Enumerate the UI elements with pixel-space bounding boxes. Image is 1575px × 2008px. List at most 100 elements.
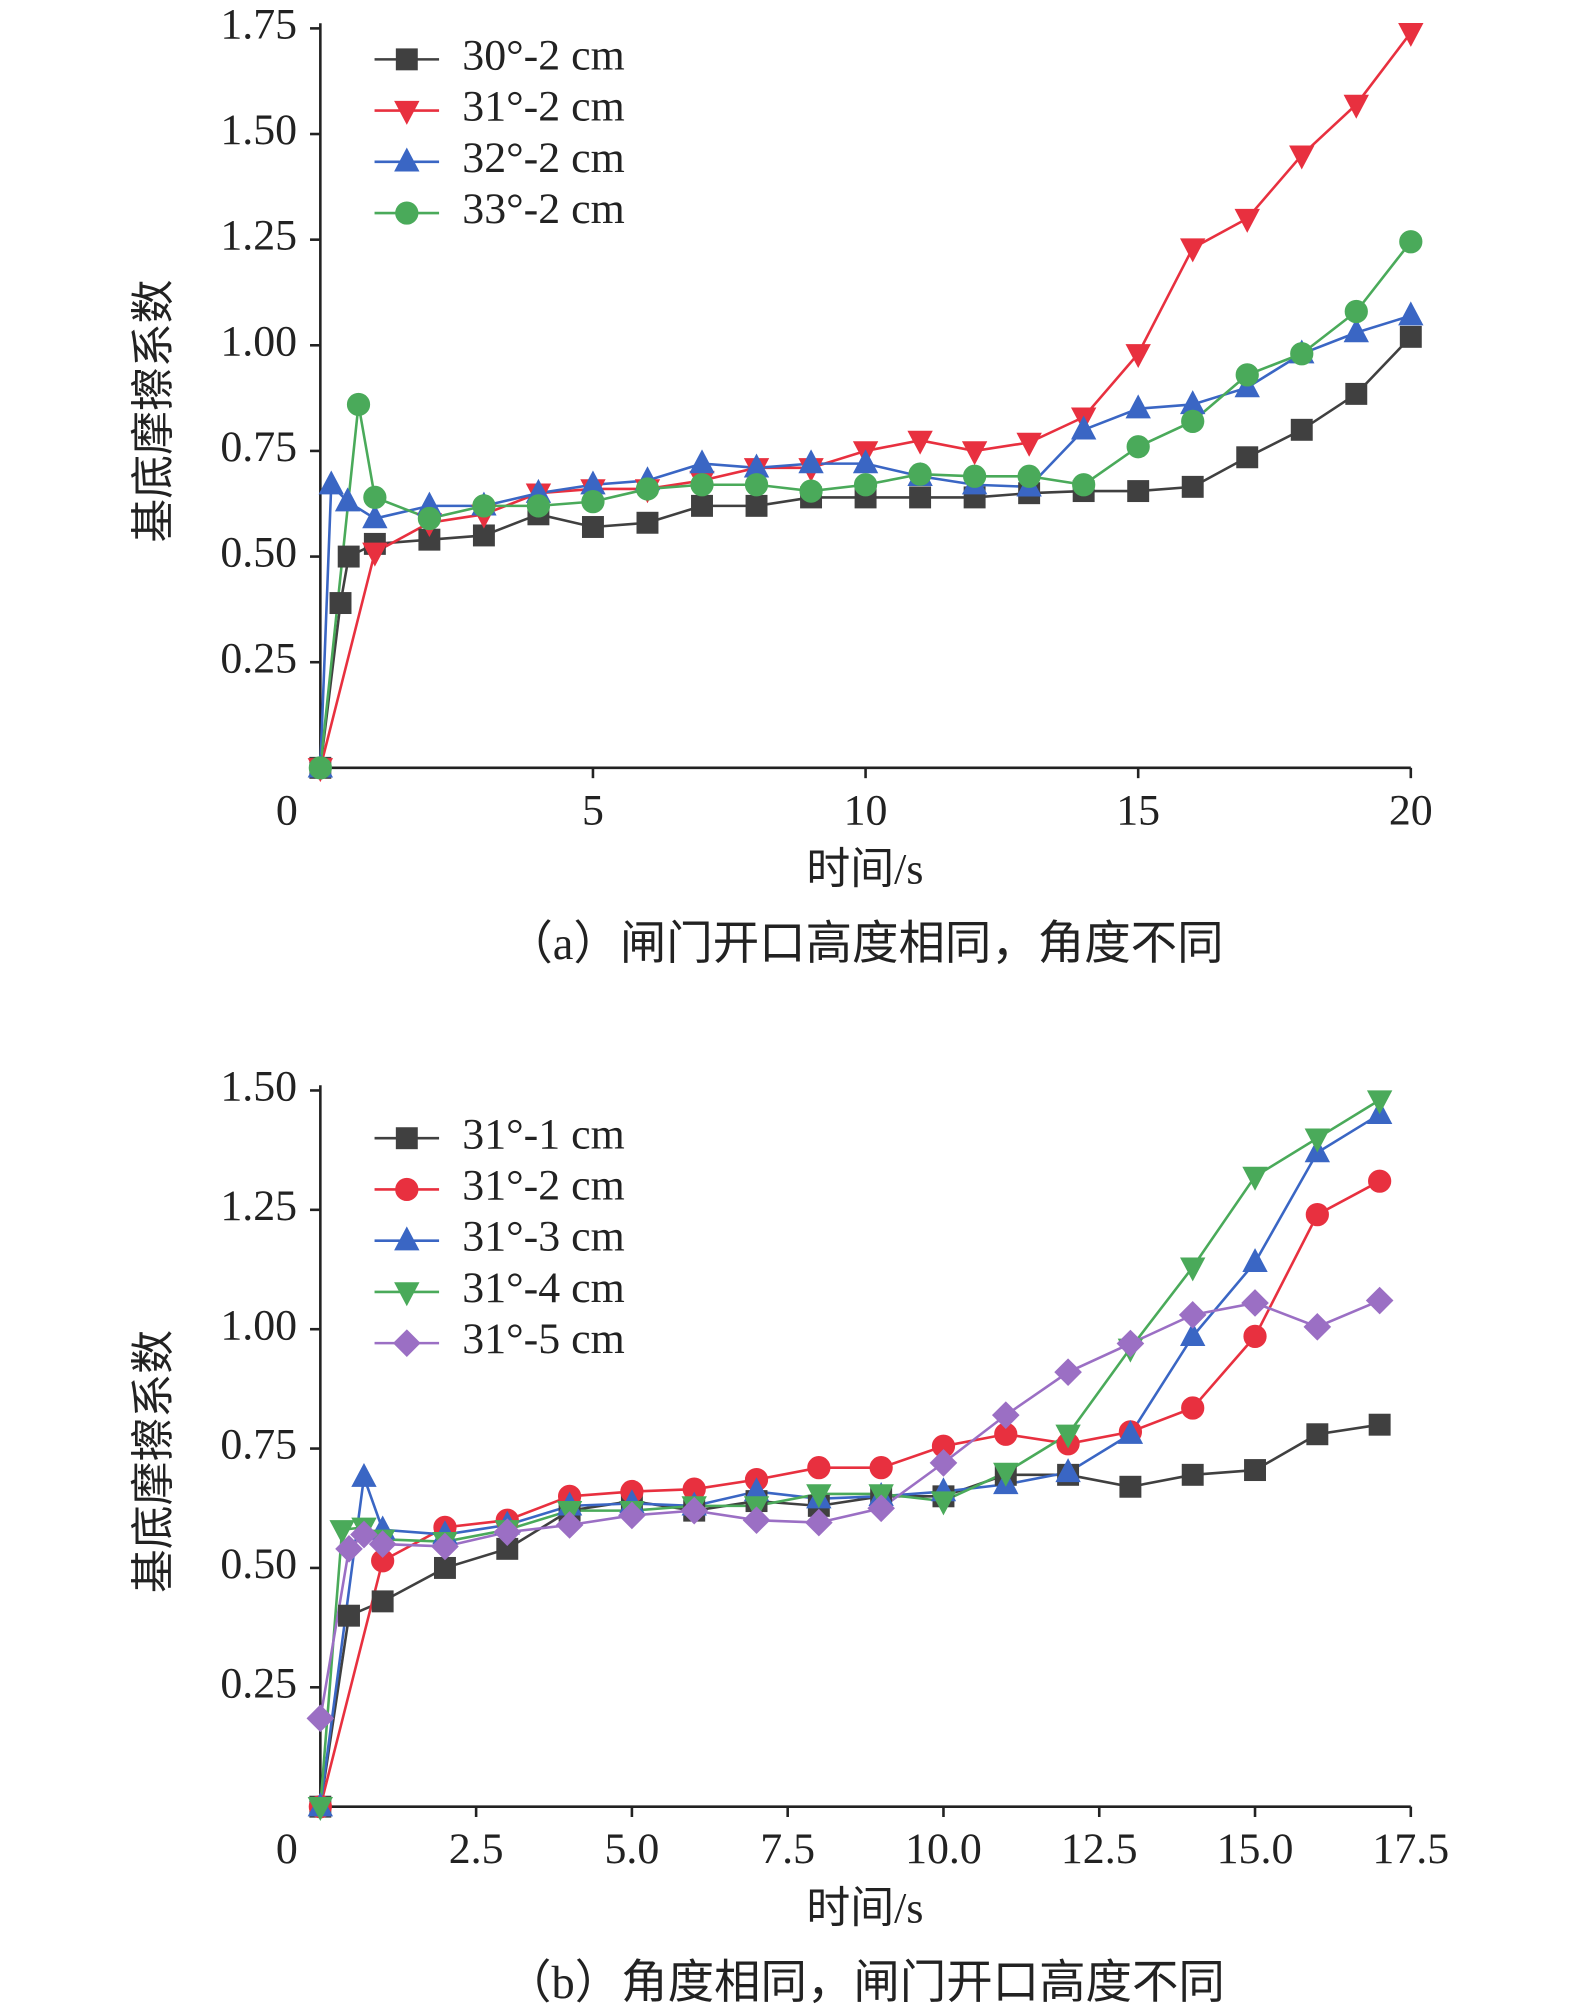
y-tick-label: 0.50 [220,1540,297,1588]
marker [618,1501,646,1530]
marker [853,473,878,497]
marker [308,756,332,780]
marker [680,1496,709,1525]
legend-label: 31°-2 cm [462,83,624,131]
marker [1399,325,1422,348]
marker [1055,1458,1081,1483]
y-tick-label: 0.75 [220,1421,297,1469]
marker [335,1535,363,1563]
x-tick-label: 0 [276,1825,298,1873]
marker [1366,1090,1393,1115]
marker [806,1484,832,1509]
legend-label: 30°-2 cm [462,31,624,79]
marker [1344,299,1368,324]
legend-label: 31°-3 cm [462,1213,624,1261]
marker [1343,318,1369,343]
marker [526,494,551,518]
x-axis-label: 时间/s [806,846,923,894]
x-tick-label: 15 [1116,786,1160,834]
marker [306,1704,335,1733]
marker [362,504,388,529]
marker [362,542,388,567]
marker [433,1556,456,1579]
legend-marker [395,201,419,225]
marker [1119,1475,1142,1498]
y-tick-label: 0.25 [220,634,297,682]
marker [745,494,768,517]
marker [1244,1459,1266,1482]
marker [1290,418,1313,441]
y-tick-label: 1.25 [220,1182,297,1230]
marker [961,441,988,466]
marker [690,473,714,497]
x-tick-label: 2.5 [449,1825,504,1873]
marker [368,1530,397,1558]
legend-label: 31°-4 cm [462,1264,624,1312]
marker [1180,238,1206,263]
legend-marker [394,1282,420,1307]
marker [1180,1322,1206,1347]
marker [1243,1324,1267,1348]
marker [337,545,360,568]
marker [1241,1289,1269,1317]
marker [1343,94,1369,119]
marker [1290,342,1314,366]
y-axis-label: 基底摩擦系数 [129,279,178,542]
marker [1398,301,1424,326]
y-tick-label: 1.00 [220,317,297,365]
marker [1236,446,1259,469]
marker [1345,382,1368,405]
legend-marker [394,147,420,172]
marker [1180,1257,1206,1282]
marker [869,1456,893,1480]
legend-label: 33°-2 cm [462,185,624,233]
marker [1304,1128,1331,1153]
marker [1398,22,1424,47]
marker [1368,1169,1392,1193]
x-tick-label: 5 [582,786,604,834]
marker [907,430,933,455]
marker [852,449,879,474]
series-line [319,1098,1381,1807]
marker [363,485,387,510]
y-tick-label: 0.75 [220,423,297,471]
marker [929,1449,958,1477]
x-tick-label: 0 [276,786,298,834]
legend-marker [395,48,418,71]
y-tick-label: 1.50 [220,106,297,154]
marker [351,1462,377,1487]
marker [689,449,715,474]
marker [805,1508,833,1537]
legend-marker [395,1177,419,1202]
marker [1242,1248,1268,1273]
marker [472,494,496,518]
marker [1125,344,1151,369]
x-tick-label: 10 [844,786,888,834]
marker [1242,1166,1268,1191]
marker [1070,415,1097,440]
marker [807,1456,831,1480]
marker [1127,480,1150,503]
marker [1234,208,1260,233]
marker [1116,1329,1145,1358]
legend-marker [394,1226,420,1251]
marker [742,1506,771,1535]
y-tick-label: 1.25 [220,212,297,260]
marker [1055,1424,1081,1449]
legend-marker [395,1127,418,1150]
marker [1365,1286,1394,1315]
x-tick-label: 12.5 [1061,1825,1138,1873]
marker [1235,363,1259,387]
marker [1126,435,1150,459]
y-tick-label: 0.25 [220,1659,297,1707]
marker [431,1532,459,1561]
marker [581,490,605,514]
marker [329,592,352,615]
y-tick-label: 0.50 [220,529,297,577]
marker [334,487,361,512]
y-tick-label: 1.50 [220,1063,297,1111]
marker [493,1518,522,1546]
marker [1178,1301,1207,1329]
marker [1306,1423,1329,1446]
y-axis-label: 基底摩擦系数 [129,1330,178,1593]
